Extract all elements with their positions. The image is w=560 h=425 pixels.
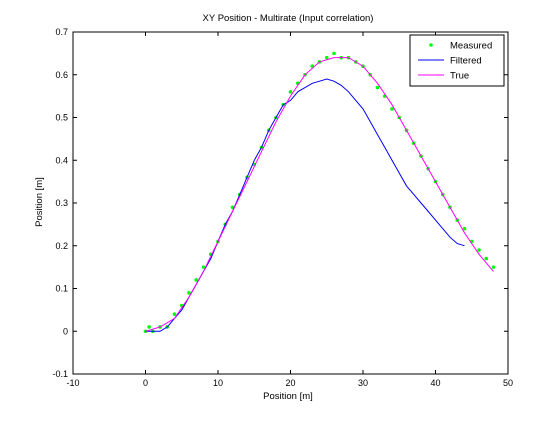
data-point-measured (332, 51, 336, 56)
data-point-measured (491, 265, 496, 269)
x-tick-label: 30 (358, 378, 368, 388)
legend: Measured Filtered True (409, 34, 505, 87)
data-point-measured (375, 85, 380, 90)
data-point-measured (147, 325, 151, 329)
y-tick-label: 0.1 (55, 284, 68, 294)
series-line-true (145, 57, 494, 332)
legend-marker-measured (429, 43, 433, 47)
data-point-measured (187, 290, 191, 295)
x-tick-label: -10 (66, 378, 79, 388)
legend-label: Measured (450, 41, 492, 52)
data-point-measured (390, 107, 394, 111)
data-point-measured (462, 226, 467, 231)
chart-title: XY Position - Multirate (Input correlati… (203, 13, 374, 24)
data-point-measured (194, 278, 199, 282)
x-tick-label: 40 (430, 378, 440, 388)
x-axis-label: Position [m] (263, 391, 313, 402)
y-tick-label: 0.2 (55, 241, 68, 251)
tick-labels: -10 0 10 20 30 40 50 -0.1 0 0.1 0.2 0.3 0.4 0.5 0.6 0.7 (52, 27, 513, 388)
legend-label: Filtered (450, 56, 482, 67)
y-tick-label: 0.7 (55, 27, 68, 37)
y-tick-label: 0.5 (55, 113, 68, 123)
x-tick-label: 10 (213, 378, 223, 388)
y-tick-label: 0.4 (55, 155, 68, 165)
data-point-measured (288, 90, 293, 94)
plot-area (72, 31, 509, 375)
x-tick-label: 20 (285, 378, 295, 388)
series-layer (143, 51, 496, 334)
data-point-measured (201, 265, 206, 269)
y-tick-label: -0.1 (52, 369, 68, 379)
y-axis-label: Position [m] (34, 177, 45, 227)
axes (72, 31, 509, 375)
x-tick-label: 0 (143, 378, 148, 388)
legend-label: True (450, 71, 469, 82)
data-point-measured (324, 55, 329, 60)
data-point-measured (477, 248, 481, 252)
data-point-measured (172, 312, 177, 316)
y-tick-label: 0 (63, 326, 68, 336)
y-tick-label: 0.6 (55, 70, 68, 80)
x-tick-label: 50 (503, 378, 513, 388)
y-tick-label: 0.3 (55, 198, 68, 208)
data-point-measured (484, 256, 489, 261)
